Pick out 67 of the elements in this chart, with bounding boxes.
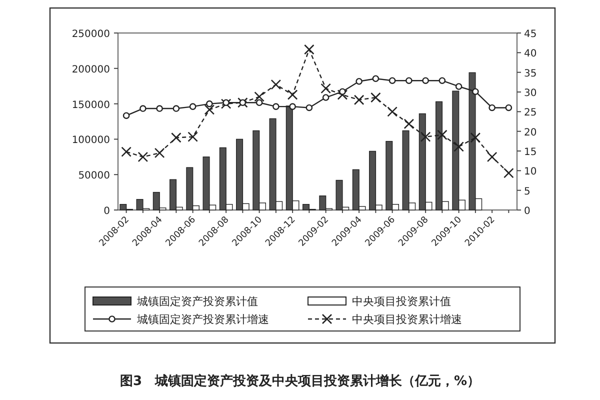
legend-label: 城镇固定资产投资累计值 <box>136 295 258 308</box>
point <box>472 88 479 96</box>
point <box>256 99 263 106</box>
point <box>422 77 429 84</box>
y-tick-label: 50000 <box>78 170 110 182</box>
point <box>188 132 198 142</box>
legend-label: 中央项目投资累计增速 <box>352 313 462 326</box>
point <box>254 92 264 102</box>
point <box>140 105 146 112</box>
point <box>370 92 381 103</box>
point <box>122 112 130 119</box>
point <box>189 103 196 110</box>
legend-label: 城镇固定资产投资累计增速 <box>136 313 269 326</box>
y2-tick-label: 25 <box>524 108 537 119</box>
point <box>304 44 314 55</box>
y2-tick-label: 40 <box>524 48 537 60</box>
point <box>372 75 380 82</box>
y-tick-label: 150000 <box>72 100 110 111</box>
legend-label: 中央项目投资累计值 <box>352 295 451 308</box>
point <box>406 77 412 84</box>
point <box>138 152 148 162</box>
point <box>121 146 132 157</box>
point <box>455 83 462 90</box>
point <box>204 104 215 115</box>
y2-tick-label: 35 <box>524 68 537 80</box>
point <box>486 152 498 162</box>
y-tick-label: 0 <box>104 206 110 217</box>
point <box>287 90 298 100</box>
point <box>387 106 398 117</box>
point <box>154 148 165 158</box>
y-tick-label: 100000 <box>72 135 110 146</box>
point <box>156 105 163 112</box>
point <box>339 88 346 96</box>
y2-tick-label: 45 <box>524 29 537 40</box>
point <box>354 94 364 106</box>
point <box>220 98 232 109</box>
point <box>337 90 348 100</box>
point <box>437 130 448 140</box>
point <box>388 77 396 84</box>
point <box>222 99 230 106</box>
point <box>206 100 213 108</box>
point <box>488 104 496 112</box>
y-tick-label: 250000 <box>72 29 110 40</box>
point <box>289 103 296 110</box>
y-tick-label: 200000 <box>72 64 110 76</box>
y2-tick-label: 20 <box>524 127 537 138</box>
text: 图3 城镇固定资产投资及中央项目投资累计增长（亿元，%） <box>120 373 480 389</box>
y2-tick-label: 15 <box>524 147 537 158</box>
y2-tick-label: 0 <box>524 206 530 217</box>
point <box>438 77 446 84</box>
y2-tick-label: 10 <box>524 166 537 178</box>
point <box>404 118 414 130</box>
point <box>420 132 431 142</box>
y2-tick-label: 30 <box>524 88 537 99</box>
point <box>505 104 512 112</box>
point <box>470 132 481 143</box>
point <box>320 83 331 94</box>
point <box>454 142 464 152</box>
point <box>270 79 282 90</box>
point <box>272 103 280 110</box>
point <box>172 105 180 112</box>
point <box>322 94 330 101</box>
point <box>306 104 313 112</box>
point <box>504 168 514 178</box>
point <box>356 78 362 85</box>
point <box>171 132 182 143</box>
y2-tick-label: 5 <box>524 186 530 198</box>
